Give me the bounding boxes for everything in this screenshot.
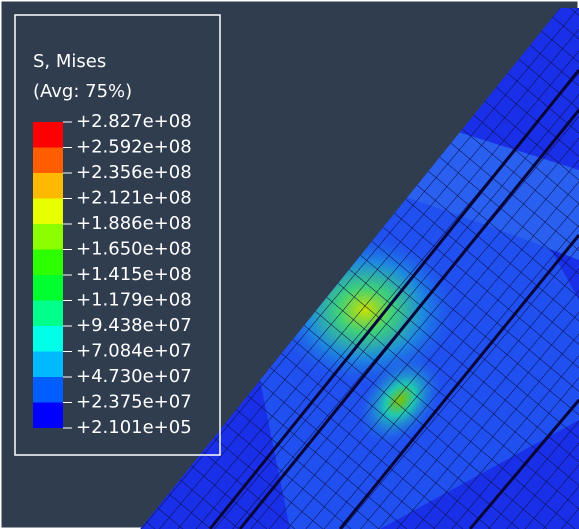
legend-swatch (33, 122, 63, 148)
legend-label: +7.084e+07 (76, 341, 192, 362)
legend-swatch (33, 403, 63, 429)
legend-swatch (33, 148, 63, 174)
legend-swatch (33, 250, 63, 276)
legend-swatch (33, 301, 63, 327)
legend-label: +2.356e+08 (76, 162, 192, 183)
legend-swatch (33, 275, 63, 301)
legend-swatch (33, 224, 63, 250)
legend-label: +2.827e+08 (76, 111, 192, 132)
legend-label: +2.101e+05 (76, 417, 192, 438)
legend-label: +1.179e+08 (76, 290, 192, 311)
legend-swatch (33, 352, 63, 378)
legend-label: +2.121e+08 (76, 188, 192, 209)
legend-label: +1.650e+08 (76, 239, 192, 260)
legend-label: +4.730e+07 (76, 366, 192, 387)
legend-swatch (33, 326, 63, 352)
legend-swatch (33, 199, 63, 225)
legend-label: +9.438e+07 (76, 315, 192, 336)
legend-title: S, Mises (33, 51, 106, 72)
legend-label: +1.886e+08 (76, 213, 192, 234)
screenshot: S, Mises (Avg: 75%) +2.827e+08 +2.592e+08… (0, 0, 579, 529)
legend-label: +2.375e+07 (76, 392, 192, 413)
legend-swatch (33, 173, 63, 199)
legend-subtitle: (Avg: 75%) (33, 81, 132, 102)
legend-label: +1.415e+08 (76, 264, 192, 285)
legend-label: +2.592e+08 (76, 137, 192, 158)
legend-swatch (33, 377, 63, 403)
